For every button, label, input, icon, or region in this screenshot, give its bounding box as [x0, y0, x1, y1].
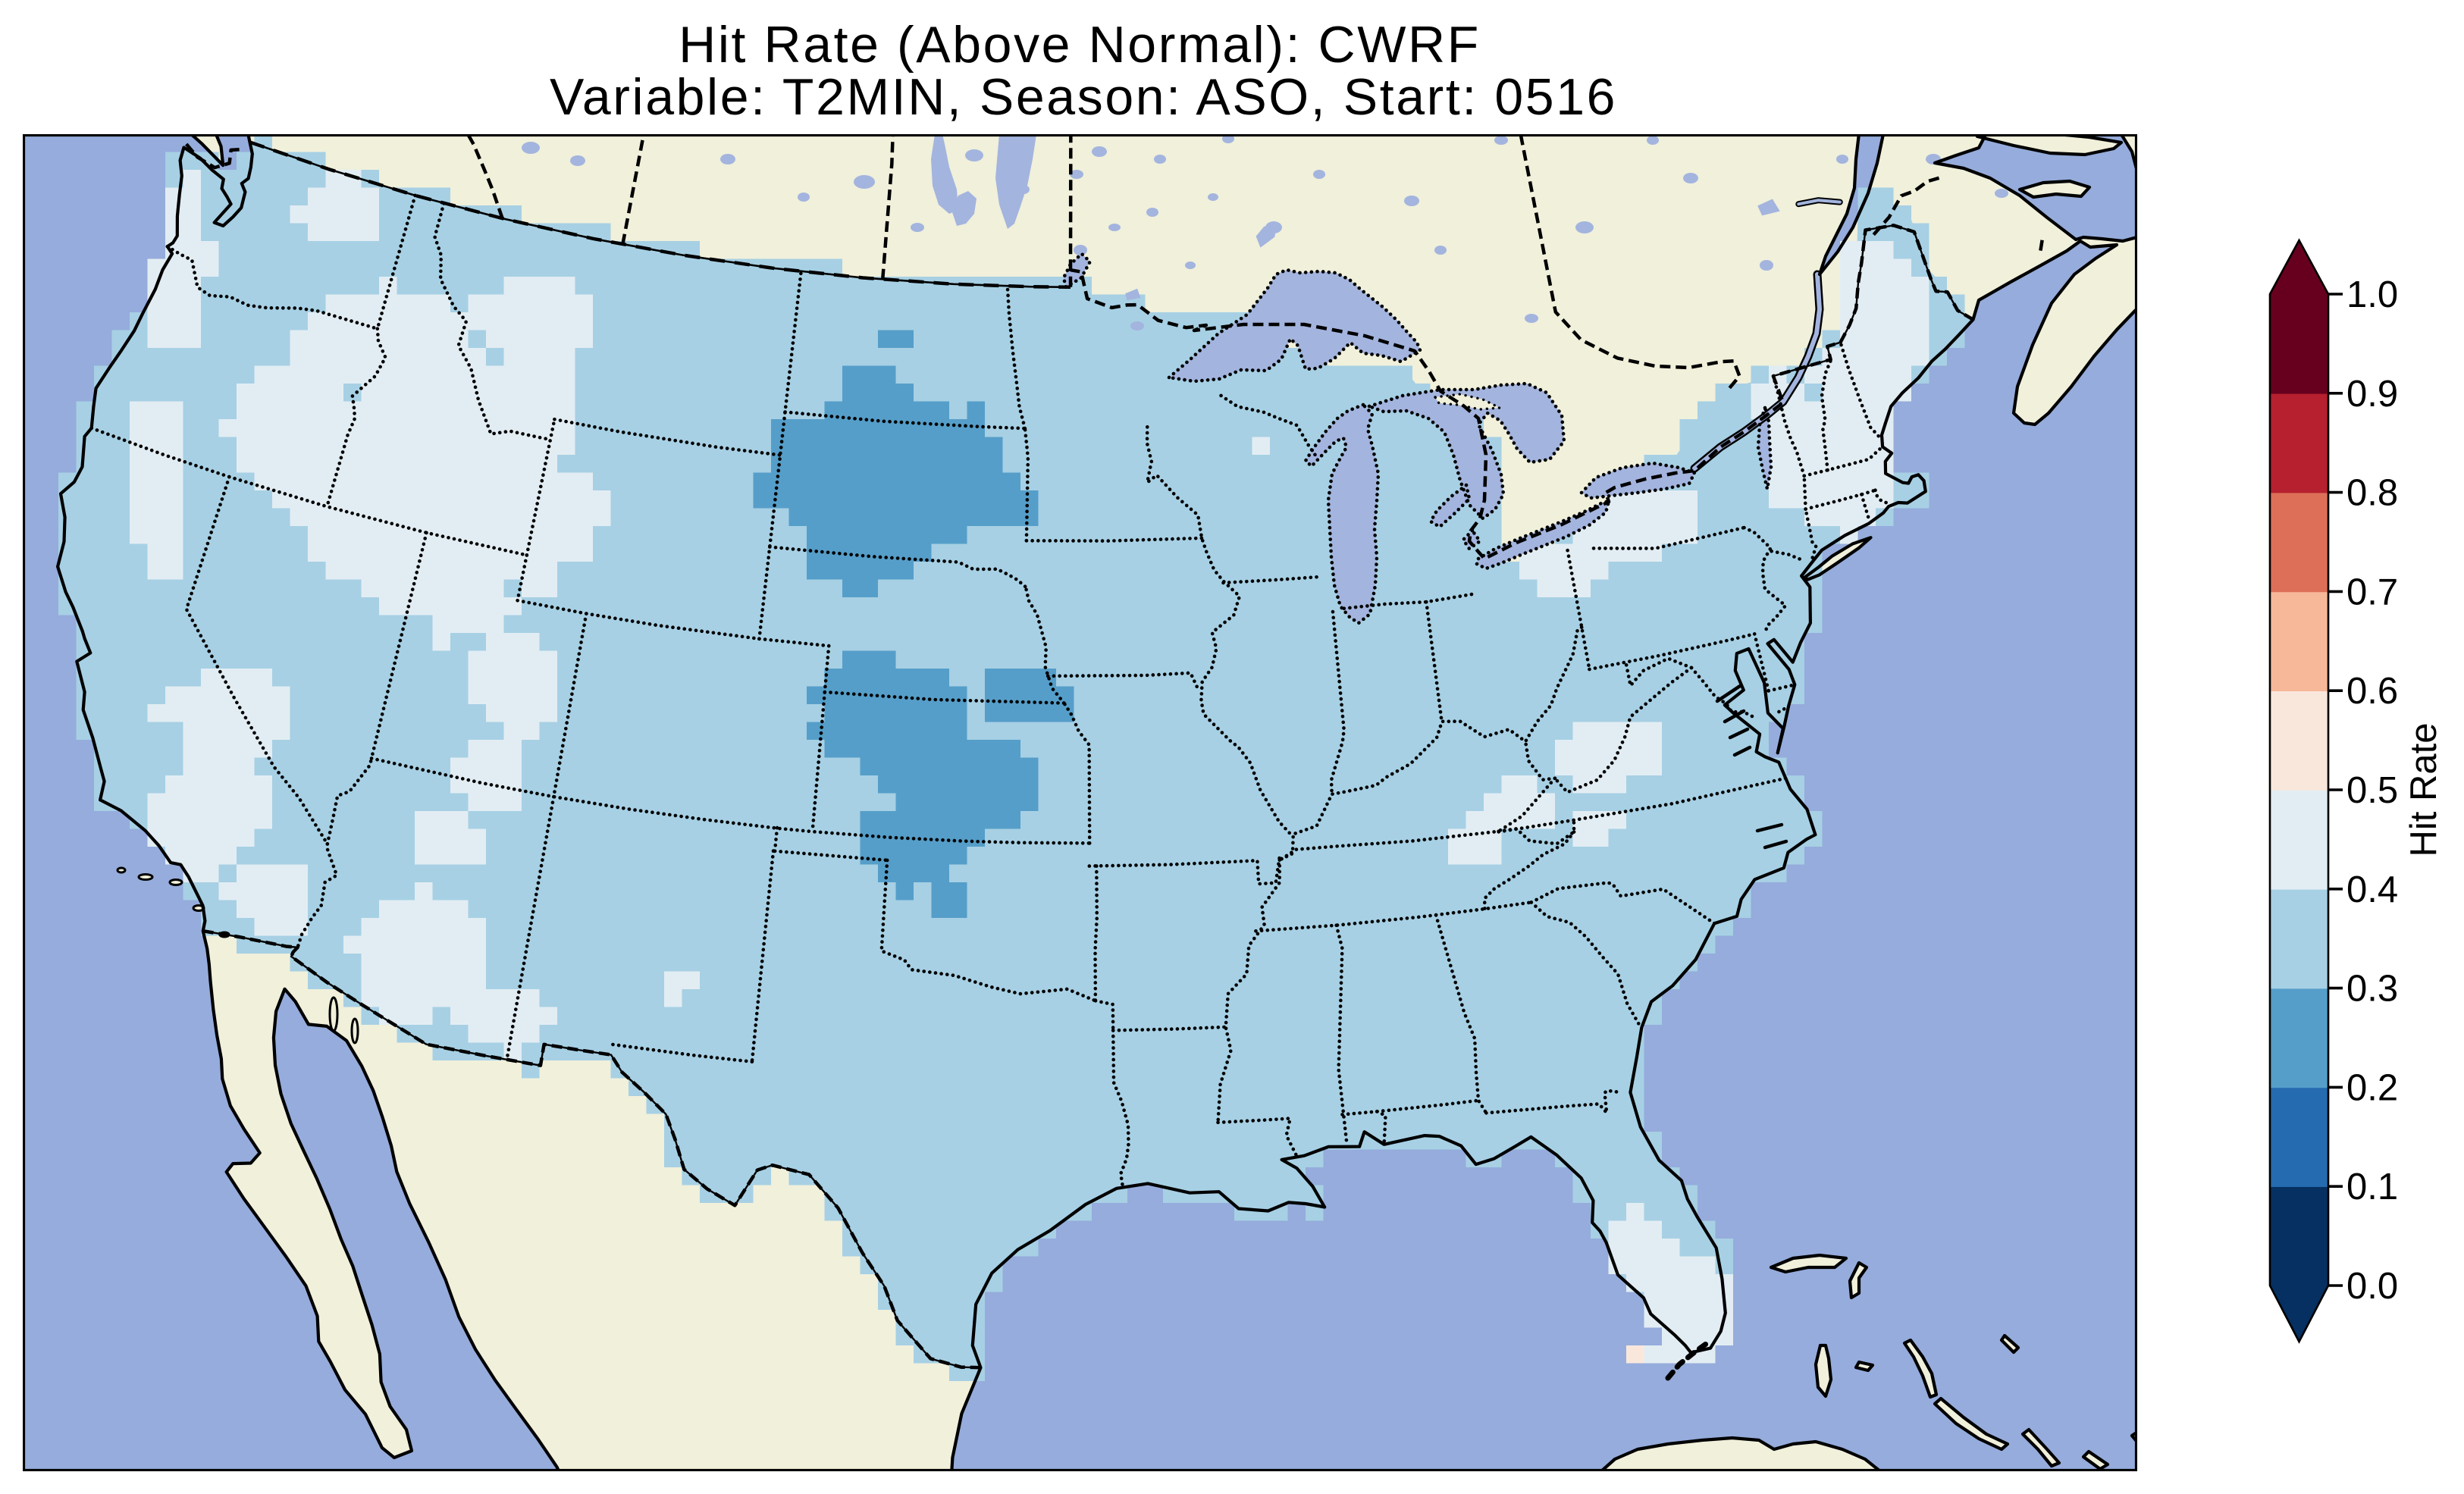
svg-text:0.5: 0.5	[2346, 770, 2398, 811]
svg-text:Hit Rate (Above Normal): CWRF: Hit Rate (Above Normal): CWRF	[679, 16, 1481, 74]
svg-text:0.2: 0.2	[2346, 1067, 2398, 1108]
svg-text:0.3: 0.3	[2346, 969, 2398, 1010]
svg-text:0.0: 0.0	[2346, 1266, 2398, 1307]
svg-text:0.8: 0.8	[2346, 473, 2398, 514]
svg-text:0.1: 0.1	[2346, 1167, 2398, 1207]
svg-text:0.4: 0.4	[2346, 869, 2398, 910]
svg-text:0.9: 0.9	[2346, 374, 2398, 415]
svg-text:0.6: 0.6	[2346, 671, 2398, 712]
svg-text:0.7: 0.7	[2346, 572, 2398, 612]
svg-text:Variable: T2MIN, Season: ASO,: Variable: T2MIN, Season: ASO, Start: 051…	[550, 68, 1617, 126]
svg-text:Hit Rate: Hit Rate	[2403, 722, 2444, 857]
svg-text:1.0: 1.0	[2346, 274, 2398, 315]
